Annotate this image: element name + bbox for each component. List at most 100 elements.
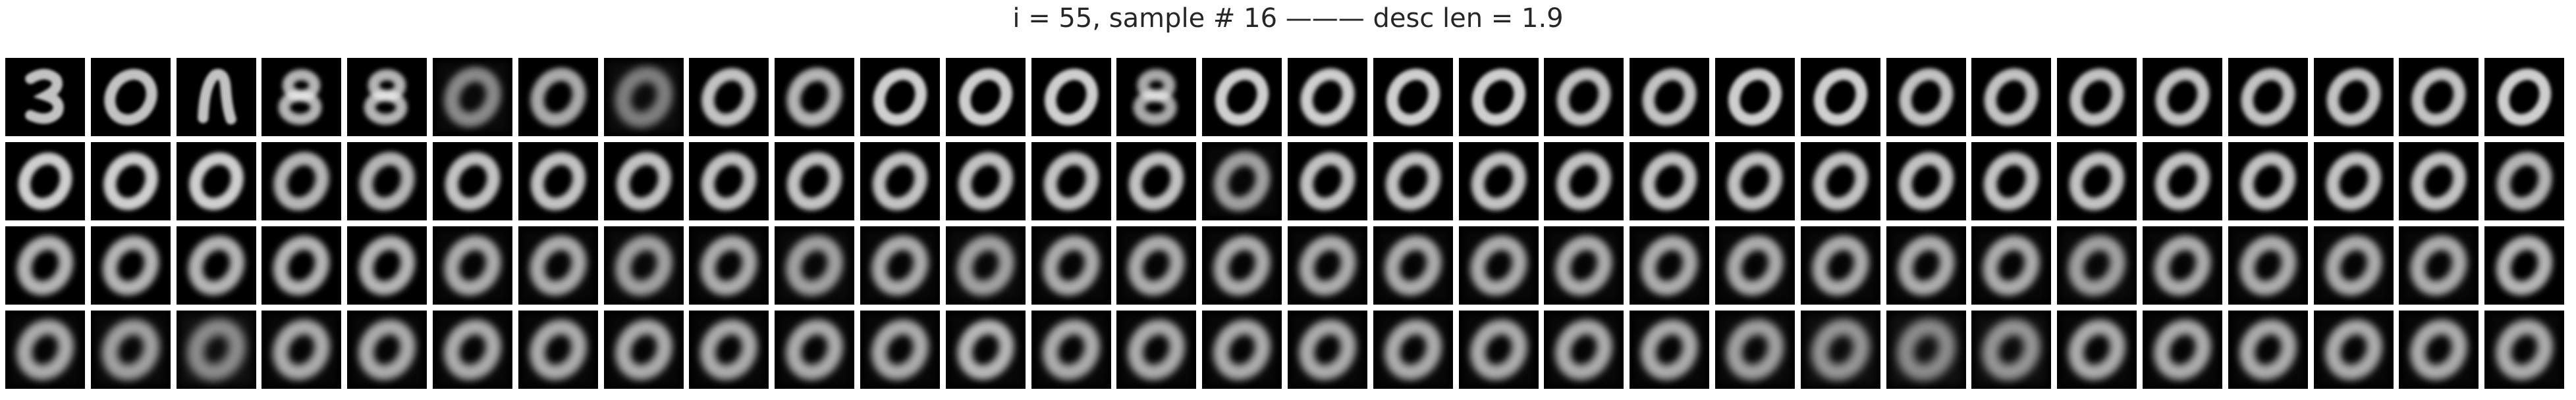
digit-image [5, 226, 85, 305]
sample-tile [1373, 142, 1453, 220]
digit-image [90, 311, 171, 389]
sample-tile [1715, 142, 1795, 220]
sample-tile [261, 226, 342, 305]
sample-tile [1202, 311, 1282, 389]
digit-image [2143, 311, 2222, 389]
sample-tile [1886, 58, 1966, 136]
sample-tile [2484, 311, 2565, 389]
digit-image [1544, 58, 1624, 136]
sample-tile [603, 226, 684, 305]
sample-tile [2057, 58, 2137, 136]
sample-tile [1116, 226, 1197, 305]
sample-tile [1544, 58, 1624, 136]
sample-tile [2228, 311, 2308, 389]
sample-tile [5, 142, 85, 220]
digit-image [1373, 311, 1453, 389]
digit-image [2399, 311, 2479, 389]
digit-image [1202, 311, 1282, 389]
sample-tile [603, 142, 684, 220]
digit-image [1458, 142, 1539, 220]
digit-image [1116, 226, 1197, 305]
digit-image [1886, 311, 1966, 389]
sample-tile [689, 142, 769, 220]
sample-tile [2313, 58, 2394, 136]
sample-tile [860, 58, 940, 136]
digit-image [1116, 142, 1197, 220]
figure-title: i = 55, sample # 16 ——— desc len = 1.9 [1012, 3, 1564, 34]
sample-tile [2143, 226, 2222, 305]
sample-tile [1288, 311, 1367, 389]
digit-image [518, 226, 598, 305]
sample-tile [433, 58, 512, 136]
sample-tile [176, 226, 256, 305]
digit-image [1630, 311, 1710, 389]
sample-tile [176, 311, 256, 389]
sample-tile [1373, 58, 1453, 136]
digit-image [860, 226, 940, 305]
digit-image [1971, 226, 2052, 305]
digit-image [689, 226, 769, 305]
digit-image [2057, 311, 2137, 389]
digit-image [775, 142, 855, 220]
sample-tile [90, 226, 171, 305]
digit-image [689, 58, 769, 136]
digit-image [860, 58, 940, 136]
sample-tile [1116, 311, 1197, 389]
digit-image [2484, 226, 2565, 305]
sample-tile [2057, 142, 2137, 220]
digit-image [2228, 226, 2308, 305]
sample-tile [1202, 142, 1282, 220]
sample-tile [2228, 58, 2308, 136]
sample-tile [5, 58, 85, 136]
digit-image [1886, 58, 1966, 136]
sample-tile [1202, 226, 1282, 305]
sample-tile [689, 58, 769, 136]
digit-image [261, 58, 342, 136]
digit-image [261, 226, 342, 305]
digit-image [2228, 142, 2308, 220]
digit-image [518, 142, 598, 220]
sample-tile [1458, 311, 1539, 389]
sample-tile [2143, 142, 2222, 220]
digit-image [1800, 226, 1880, 305]
sample-tile [518, 226, 598, 305]
digit-image [2313, 226, 2394, 305]
sample-tile [860, 311, 940, 389]
digit-image [1886, 226, 1966, 305]
digit-image [775, 58, 855, 136]
sample-tile [176, 58, 256, 136]
digit-image [2057, 58, 2137, 136]
digit-image [689, 311, 769, 389]
digit-image [2143, 58, 2222, 136]
digit-image [176, 58, 256, 136]
sample-tile [1800, 58, 1880, 136]
sample-tile [2484, 226, 2565, 305]
sample-tile [1886, 226, 1966, 305]
digit-image [2399, 226, 2479, 305]
sample-tile [261, 142, 342, 220]
digit-image [2399, 58, 2479, 136]
digit-image [1373, 226, 1453, 305]
digit-image [1202, 226, 1282, 305]
digit-image [1715, 58, 1795, 136]
digit-image [347, 311, 427, 389]
digit-image [518, 311, 598, 389]
digit-image [945, 226, 1026, 305]
digit-image [945, 58, 1026, 136]
sample-tile [5, 226, 85, 305]
sample-tile [1715, 58, 1795, 136]
sample-tile [2228, 226, 2308, 305]
sample-tile [775, 58, 855, 136]
sample-tile [1458, 226, 1539, 305]
digit-image [2228, 311, 2308, 389]
sample-tile [1458, 58, 1539, 136]
sample-tile [775, 142, 855, 220]
digit-image [90, 226, 171, 305]
sample-tile [176, 142, 256, 220]
sample-tile [860, 142, 940, 220]
digit-image [860, 142, 940, 220]
digit-image [433, 58, 512, 136]
digit-image [347, 58, 427, 136]
sample-tile [1288, 58, 1367, 136]
sample-tile [2484, 58, 2565, 136]
